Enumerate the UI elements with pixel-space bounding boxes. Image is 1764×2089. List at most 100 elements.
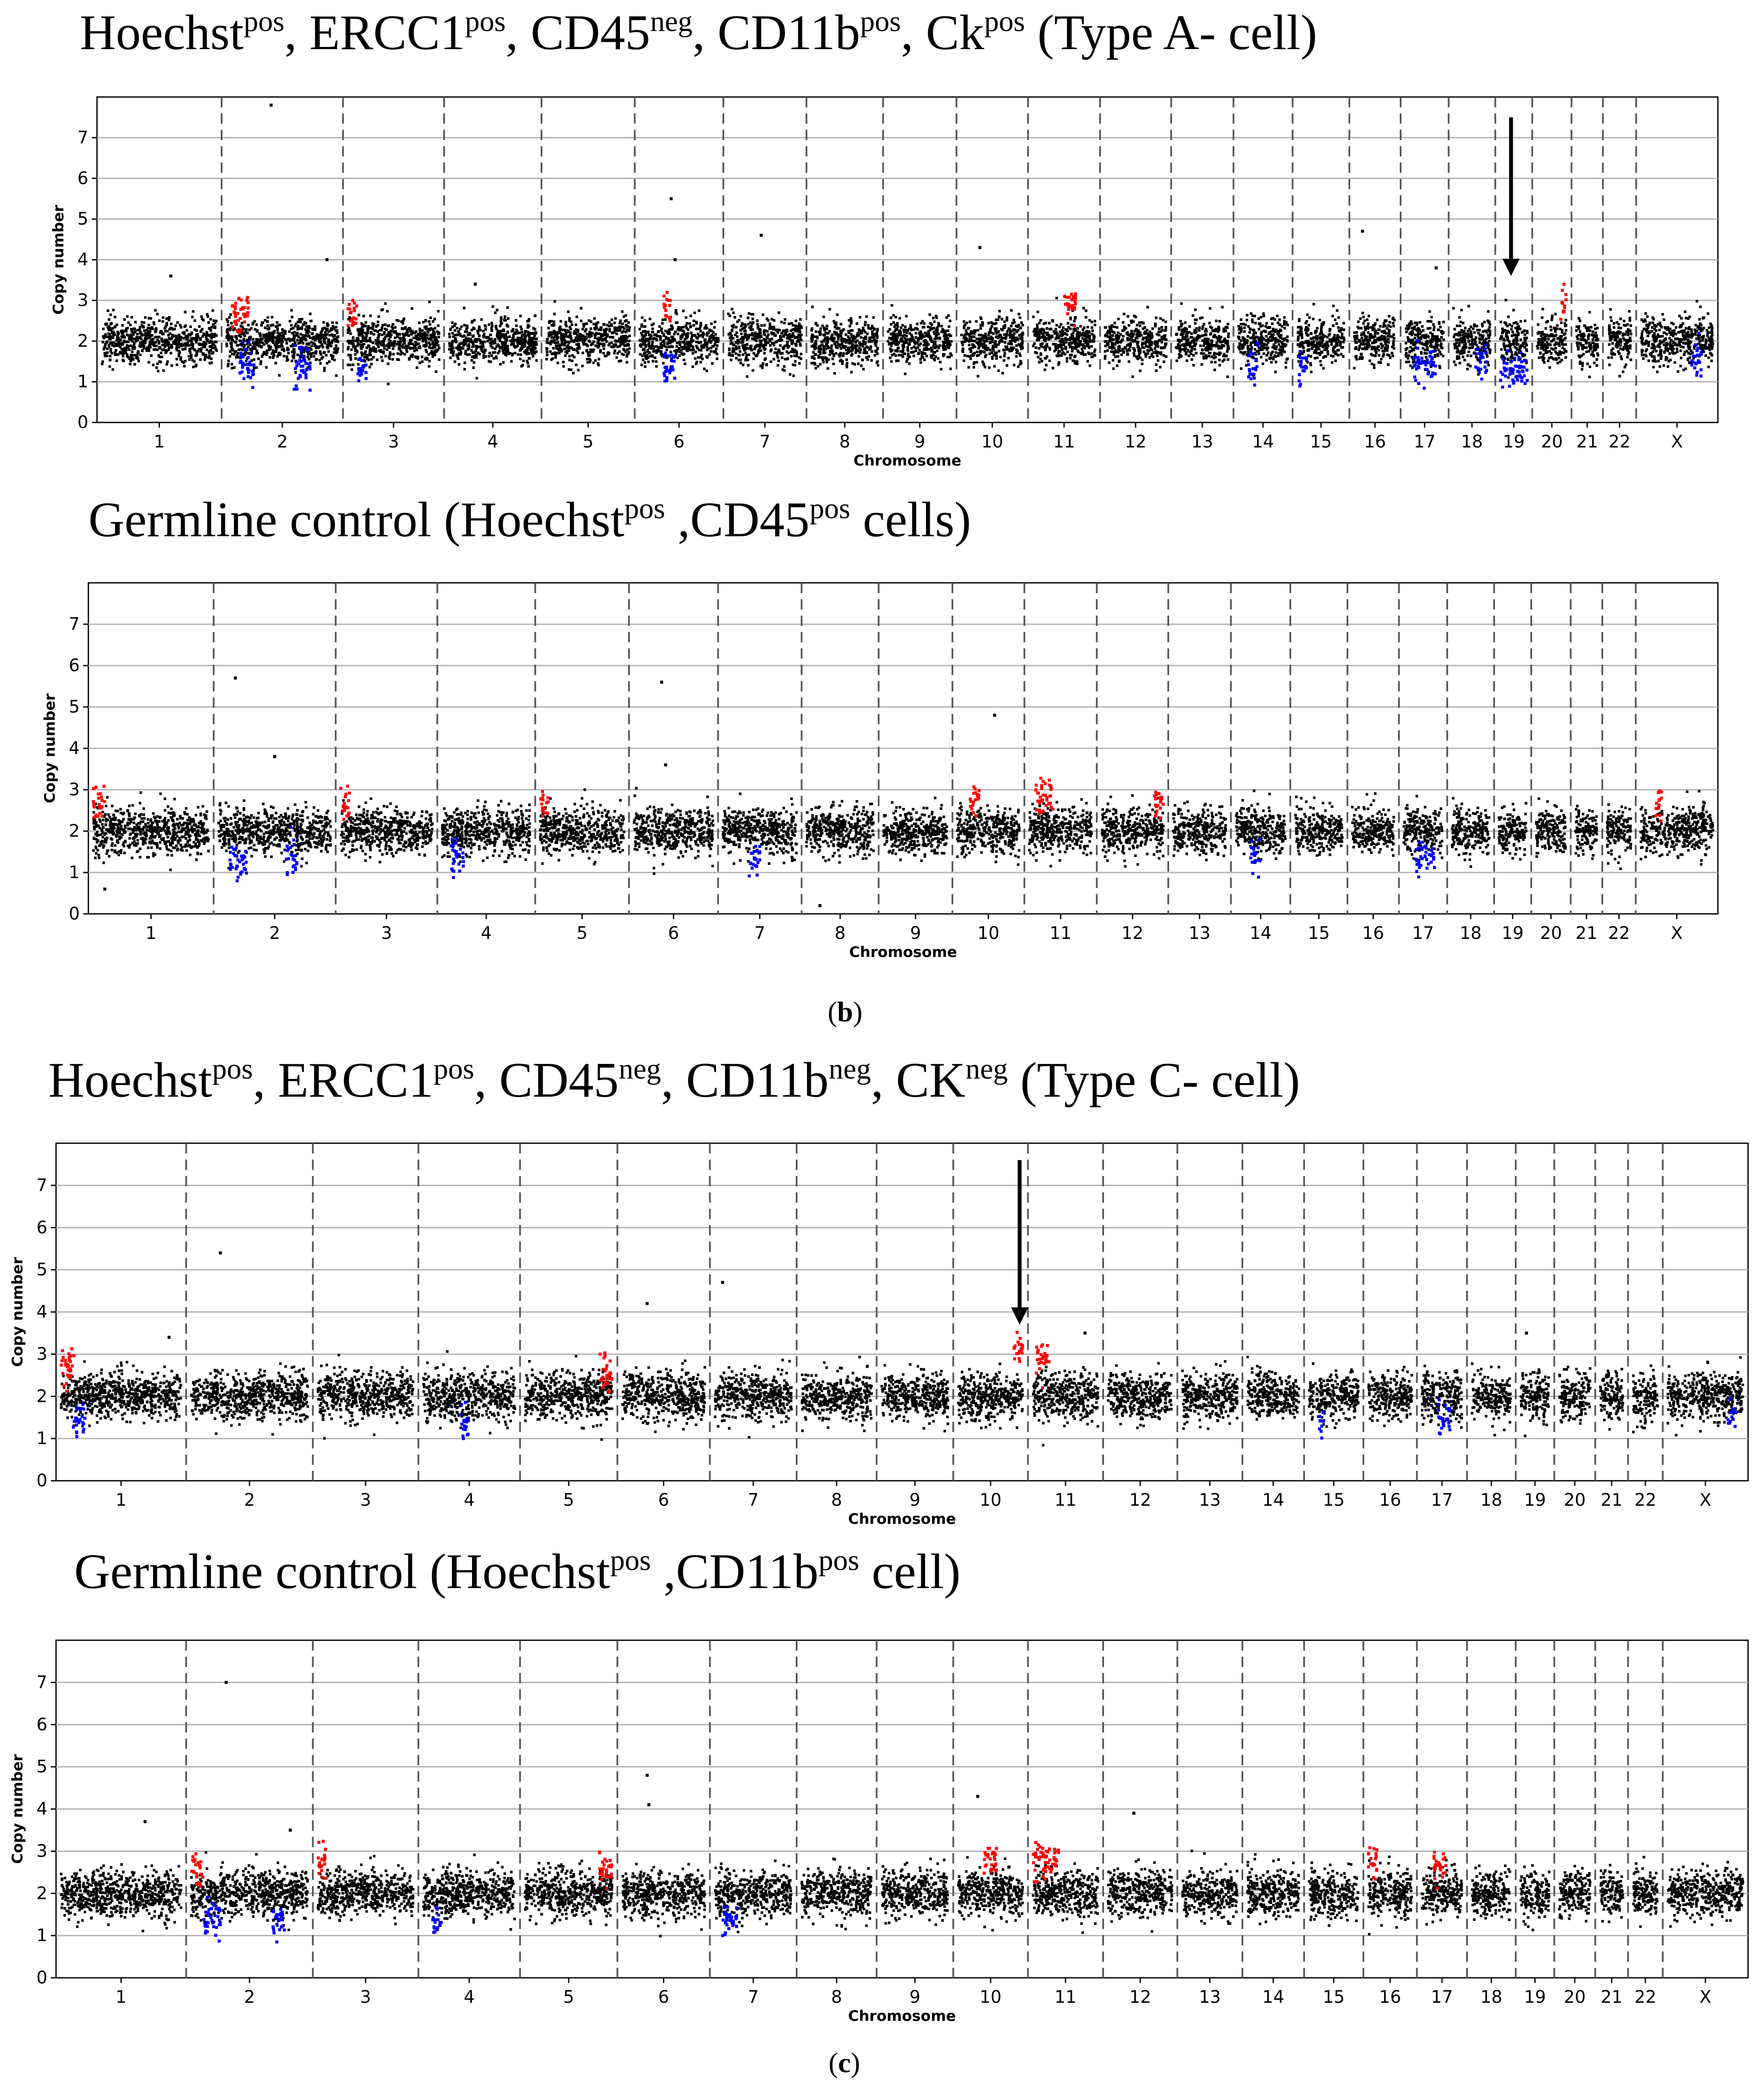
data-point [900,354,903,357]
data-point [143,321,146,324]
data-point [287,352,290,355]
data-point [562,365,565,368]
data-point [892,314,895,317]
data-point [460,325,463,328]
data-point [146,346,149,349]
data-point [571,354,574,357]
data-point [230,349,233,352]
data-point [863,323,866,326]
data-point [664,336,667,339]
data-point [166,360,169,363]
data-point [515,324,518,327]
data-point [968,337,971,340]
data-point [901,355,904,358]
data-point [839,330,842,333]
data-point [797,339,800,342]
data-point [641,343,644,346]
data-point [326,322,329,325]
data-point [160,355,163,358]
data-point [372,325,375,328]
data-point [848,319,851,322]
data-point [147,361,150,364]
data-point [428,343,432,346]
data-point [424,348,427,351]
data-point [360,330,363,333]
data-point [907,352,910,355]
data-point [587,351,590,354]
data-point [838,327,841,330]
data-point [702,344,705,347]
data-point [526,326,529,329]
data-point [300,326,303,329]
data-point [876,329,879,332]
data-point [335,325,338,328]
data-point [524,350,527,353]
data-point [960,333,963,336]
data-point [1016,338,1020,341]
data-point [697,335,701,338]
data-point [680,349,683,352]
data-point [621,310,624,313]
data-point [857,350,860,353]
data-point [972,344,975,347]
data-point [533,328,536,331]
data-point [794,324,797,327]
data-point [142,347,145,350]
data-point [968,340,971,343]
data-point [603,331,606,334]
data-point [977,353,980,357]
data-point [949,319,952,322]
data-point [744,359,747,362]
data-point [307,328,310,331]
data-point [587,334,590,337]
data-point [290,324,293,327]
data-point [763,333,766,336]
data-point [827,332,830,335]
data-point [425,342,428,345]
data-point [347,328,350,331]
data-point [990,325,993,328]
data-point [810,340,813,343]
data-point [937,325,940,328]
data-point [522,360,525,363]
data-point [560,340,563,343]
data-point [735,325,738,328]
data-point [735,341,738,344]
data-point [102,348,105,351]
data-point [167,341,170,344]
data-point [751,328,754,331]
data-point [325,362,328,365]
data-point [728,353,731,357]
data-point [397,319,400,322]
data-point [582,335,585,338]
data-point [873,339,876,342]
data-point [810,337,813,340]
data-point [350,348,353,351]
data-point [962,337,965,340]
data-point [614,317,617,320]
data-point [325,345,328,348]
data-point [705,345,708,348]
data-point [569,331,572,334]
data-point [164,330,167,333]
label-paren: ( [829,2047,838,2079]
data-point [608,330,611,333]
data-point [1013,338,1016,341]
data-point [904,339,907,342]
data-point [502,361,505,364]
data-point [310,355,313,358]
data-point [178,351,181,354]
data-point [454,322,457,325]
data-point [206,334,209,337]
data-point [157,340,160,343]
data-point [545,358,548,361]
data-point [923,322,926,325]
data-point [897,359,900,362]
data-point [854,347,857,350]
data-point [313,327,316,330]
data-point [999,334,1002,337]
data-point [347,346,350,349]
data-point [995,332,998,335]
data-point [716,353,719,356]
data-point [1017,324,1020,327]
